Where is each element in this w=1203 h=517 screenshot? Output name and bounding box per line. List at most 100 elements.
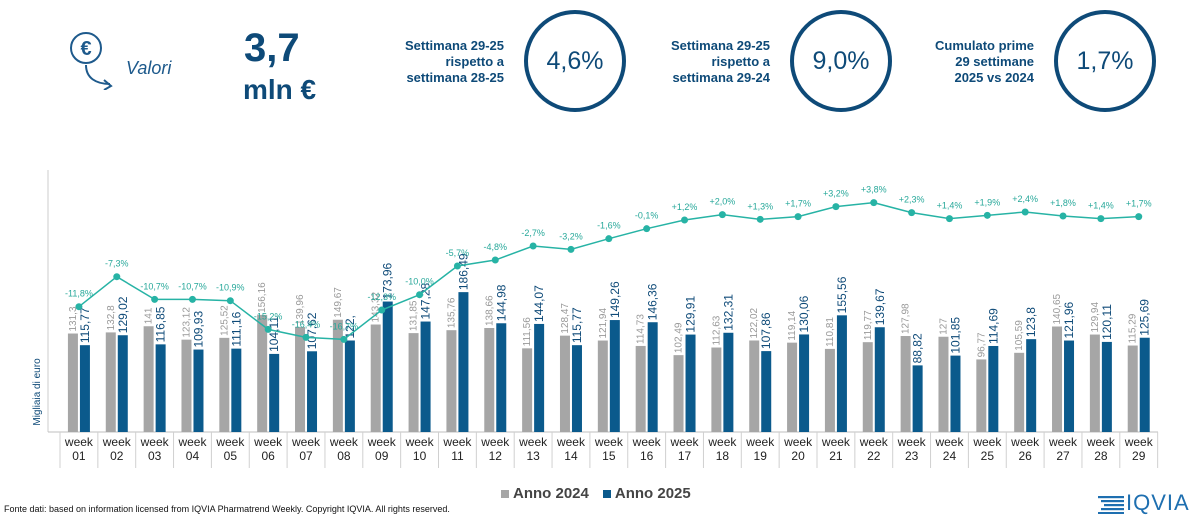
pct-change-point [1021, 208, 1029, 216]
bar-label-2024: 149,67 [333, 287, 344, 318]
bar-label-2025: 130,06 [797, 295, 811, 332]
bar-2025 [1101, 341, 1112, 432]
bar-label-2024: 140,65 [1052, 293, 1063, 324]
bar-2025 [79, 345, 90, 432]
pct-change-label: -4,8% [484, 242, 508, 252]
bar-2025 [382, 301, 393, 432]
bar-label-2025: 121,96 [1062, 302, 1076, 339]
bar-label-2025: 115,77 [570, 307, 584, 343]
bar-label-2025: 173,96 [381, 263, 395, 300]
x-tick-label: 16 [640, 449, 654, 463]
bar-2025 [344, 340, 355, 432]
bar-label-2024: 127 [938, 318, 949, 335]
pct-change-point [832, 203, 840, 211]
bar-label-2025: 129,02 [116, 296, 130, 333]
x-tick-label: week [329, 435, 359, 449]
x-tick-label: week [177, 435, 207, 449]
svg-text:€: € [80, 38, 91, 60]
pct-change-label: +1,3% [747, 201, 773, 211]
x-tick-label: 01 [72, 449, 86, 463]
pct-change-point [491, 256, 499, 264]
bar-label-2024: 112,63 [711, 315, 722, 345]
bar-2025 [799, 334, 810, 432]
bar-2025 [117, 335, 128, 432]
legend-swatch-2024 [501, 489, 509, 498]
y-axis-label: Migliaia di euro [32, 358, 43, 426]
pct-change-label: -12,3% [367, 292, 396, 302]
kpi-circle-cumulative: 1,7% [1054, 10, 1156, 112]
pct-change-point [302, 333, 310, 341]
x-tick-label: 19 [754, 449, 768, 463]
pct-change-point [983, 211, 991, 219]
bar-label-2025: 144,98 [494, 284, 508, 321]
x-tick-label: week [594, 435, 624, 449]
pct-change-label: +2,0% [709, 197, 735, 207]
bar-2025 [1064, 340, 1075, 432]
pct-change-label: +1,9% [974, 197, 1000, 207]
pct-change-label: -0,1% [635, 211, 659, 221]
bar-label-2025: 132,31 [721, 294, 735, 331]
x-tick-label: 23 [905, 449, 919, 463]
pct-change-point [1097, 215, 1105, 223]
bar-label-2024: 111,56 [522, 317, 533, 347]
pct-change-point [340, 335, 348, 343]
bar-label-2025: 115,77 [78, 307, 92, 343]
pct-change-label: -16,4% [292, 319, 321, 329]
kpi-label-week-vs-prev: Settimana 29-25 rispetto a settimana 28-25 [405, 38, 504, 85]
bar-2024 [484, 328, 495, 432]
bar-2024 [711, 347, 722, 432]
kpi-label-week-vs-lastyear: Settimana 29-25 rispetto a settimana 29-24 [671, 38, 770, 85]
bar-2024 [522, 348, 533, 432]
bar-label-2025: 116,85 [154, 306, 168, 342]
x-tick-label: week [670, 435, 700, 449]
bar-label-2024: 132,8 [106, 305, 117, 330]
euro-down-arrow-icon: € [70, 32, 113, 90]
pct-change-point [718, 211, 726, 219]
x-tick-label: week [859, 435, 889, 449]
x-tick-label: week [140, 435, 170, 449]
pct-change-label: -10,9% [216, 283, 245, 293]
bar-2024 [1127, 345, 1138, 432]
bar-2025 [534, 323, 545, 432]
pct-change-label: -11,8% [65, 289, 93, 299]
bar-label-2025: 88,82 [911, 333, 925, 363]
bar-label-2024: 114,73 [636, 314, 647, 344]
bar-2025 [761, 351, 772, 432]
pct-change-point [529, 242, 537, 250]
x-tick-label: week [102, 435, 132, 449]
pct-change-point [756, 215, 764, 223]
x-tick-label: week [253, 435, 283, 449]
bar-2024 [67, 333, 78, 432]
bar-2024 [370, 324, 381, 432]
x-tick-label: 28 [1094, 449, 1108, 463]
bar-label-2025: 104,11 [267, 316, 281, 352]
pct-change-label: +1,7% [785, 199, 811, 209]
x-tick-label: week [1086, 435, 1116, 449]
bar-label-2025: 186,49 [456, 253, 470, 290]
bar-label-2025: 111,16 [229, 311, 243, 346]
x-tick-label: week [972, 435, 1002, 449]
bar-2025 [988, 345, 999, 432]
bar-2024 [295, 327, 306, 432]
pct-change-point [188, 295, 196, 303]
pct-change-label: +1,8% [1050, 198, 1076, 208]
bar-2025 [1026, 339, 1037, 432]
bar-2024 [597, 340, 608, 432]
x-tick-label: 17 [678, 449, 692, 463]
total-unit: mln € [243, 74, 317, 105]
pct-change-point [264, 325, 272, 333]
pct-change-point [1059, 212, 1067, 220]
bar-2025 [269, 353, 280, 432]
bar-label-2025: 149,26 [608, 281, 622, 318]
bar-2025 [723, 332, 734, 432]
bar-label-2024: 110,81 [825, 317, 836, 347]
pct-change-label: -15,2% [254, 311, 283, 321]
pct-change-label: -5,7% [446, 248, 470, 258]
pct-change-label: -10,0% [405, 277, 434, 287]
bar-2025 [155, 344, 166, 432]
x-tick-label: 25 [981, 449, 995, 463]
x-tick-label: week [556, 435, 586, 449]
x-tick-label: 08 [337, 449, 351, 463]
pct-change-label: +1,2% [672, 202, 698, 212]
bar-2024 [219, 337, 230, 432]
